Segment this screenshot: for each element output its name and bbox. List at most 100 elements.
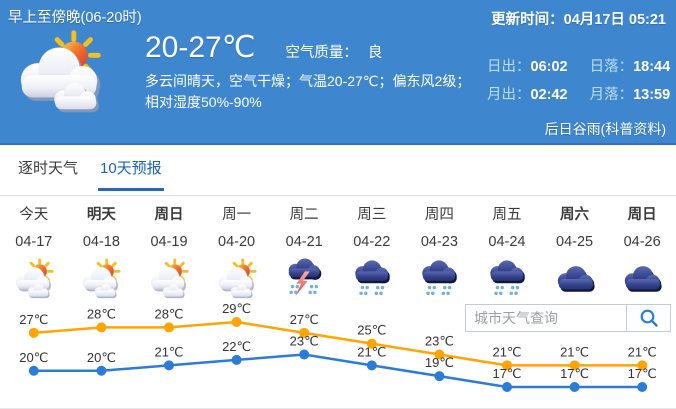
forecast-day-column[interactable]: 周四 04-23 <box>406 203 474 305</box>
low-temp-label: 20℃ <box>19 350 48 365</box>
high-temp-label: 21℃ <box>628 344 657 359</box>
forecast-day-column[interactable]: 周三 04-22 <box>338 203 406 305</box>
low-temp-label: 17℃ <box>560 366 589 381</box>
day-name: 周五 <box>492 207 522 223</box>
high-temp-point <box>366 338 377 349</box>
air-quality-value: 良 <box>367 45 383 61</box>
high-temp-label: 27℃ <box>290 312 319 327</box>
day-name: 周四 <box>424 207 454 223</box>
day-date: 04-20 <box>218 234 256 250</box>
low-temp-point <box>28 365 39 376</box>
solar-term-link[interactable]: 后日谷雨(科普资料) <box>544 121 666 137</box>
day-name: 周二 <box>289 207 319 223</box>
moonrise-time: 月出：02:42 <box>487 83 568 104</box>
weather-description-line1: 多云间晴天，空气干燥；气温20-27℃；偏东风2级； <box>145 73 471 89</box>
forecast-day-column[interactable]: 今天 04-17 <box>0 203 68 305</box>
low-temp-point <box>366 360 377 371</box>
high-temp-label: 21℃ <box>492 344 521 359</box>
moonrise-label: 月出： <box>487 87 531 103</box>
forecast-day-column[interactable]: 周五 04-24 <box>473 203 541 305</box>
rain-icon <box>416 258 462 300</box>
moonrise-value: 02:42 <box>530 87 568 103</box>
day-name: 今天 <box>19 207 49 223</box>
cloudy-icon <box>552 258 598 300</box>
temp-range: 20-27℃ <box>145 31 256 64</box>
low-temp-point <box>96 365 107 376</box>
day-date: 04-21 <box>285 234 323 250</box>
thunderstorm-icon <box>281 258 327 300</box>
moonset-value: 13:59 <box>633 87 671 103</box>
low-temp-label: 22℃ <box>222 339 251 354</box>
search-button[interactable] <box>626 304 671 332</box>
sunrise-label: 日出： <box>487 59 531 75</box>
weather-description-line2: 相对湿度50%-90% <box>145 94 262 110</box>
high-temp-point <box>569 360 580 371</box>
forecast-day-column[interactable]: 周六 04-25 <box>541 203 609 305</box>
high-temp-point <box>164 322 174 333</box>
low-temp-line <box>33 353 643 389</box>
forecast-days: 今天 04-17 明天 04-18 周日 04-19 周一 04-20 周二 0… <box>0 203 676 305</box>
weather-description: 多云间晴天，空气干燥；气温20-27℃；偏东风2级； 相对湿度50%-90% <box>145 71 490 113</box>
moonset-time: 月落：13:59 <box>590 83 671 104</box>
day-name: 明天 <box>86 207 116 223</box>
low-temp-label: 21℃ <box>154 344 183 359</box>
high-temp-point <box>96 322 107 333</box>
city-search <box>465 304 671 332</box>
tab-ten-day-forecast[interactable]: 10天预报 <box>98 158 164 191</box>
partly-cloudy-icon <box>78 258 124 300</box>
tab-hourly-weather[interactable]: 逐时天气 <box>18 160 79 177</box>
temperature-summary: 20-27℃ 空气质量： 良 <box>145 30 382 65</box>
high-temp-point <box>637 360 648 371</box>
temperature-chart: 27℃ 28℃ 28℃ 29℃ 27℃ 25℃ 23℃ 21℃ 21℃ 21℃ 20℃ 20℃ 21℃ 2… <box>19 303 657 392</box>
rain-icon <box>484 258 530 300</box>
day-name: 周三 <box>357 207 387 223</box>
tab-bar: 逐时天气 10天预报 <box>0 145 676 332</box>
high-temp-label: 29℃ <box>222 303 251 316</box>
partly-cloudy-icon <box>11 258 57 300</box>
search-icon <box>640 309 658 327</box>
high-temp-point <box>299 327 310 338</box>
low-temp-label: 19℃ <box>425 355 454 370</box>
forecast-day-column[interactable]: 周一 04-20 <box>203 203 271 305</box>
sunset-value: 18:44 <box>633 59 671 75</box>
low-temp-point <box>569 382 580 392</box>
forecast-day-column[interactable]: 周日 04-26 <box>608 203 676 305</box>
forecast-day-column[interactable]: 周日 04-19 <box>135 203 203 305</box>
high-temp-label: 21℃ <box>560 344 589 359</box>
high-temp-label: 28℃ <box>87 306 116 321</box>
update-time: 更新时间：04月17日 05:21 <box>491 8 666 29</box>
sunrise-value: 06:02 <box>530 59 568 75</box>
update-time-label: 更新时间： <box>491 12 564 28</box>
day-date: 04-25 <box>556 234 594 250</box>
low-temp-label: 23℃ <box>290 334 319 349</box>
high-temp-point <box>434 349 445 360</box>
low-temp-point <box>299 349 310 360</box>
partly-cloudy-icon <box>20 30 101 113</box>
low-temp-point <box>434 371 445 382</box>
day-date: 04-18 <box>82 234 120 250</box>
partly-cloudy-icon <box>146 258 192 300</box>
high-temp-label: 27℃ <box>19 312 48 327</box>
high-temp-label: 28℃ <box>154 306 183 321</box>
cloudy-icon <box>619 258 665 300</box>
rain-icon <box>349 258 395 300</box>
current-weather-banner: 早上至傍晚(06-20时) 更新时间：04月17日 05:21 <box>0 0 676 145</box>
day-date: 04-23 <box>420 234 458 250</box>
day-name: 周六 <box>560 207 590 223</box>
period-title: 早上至傍晚(06-20时) <box>8 10 142 26</box>
search-input[interactable] <box>465 304 626 332</box>
low-temp-point <box>637 382 648 392</box>
low-temp-point <box>502 382 512 392</box>
forecast-day-column[interactable]: 周二 04-21 <box>270 203 338 305</box>
low-temp-label: 17℃ <box>628 366 657 381</box>
high-temp-label: 23℃ <box>425 334 454 349</box>
low-temp-label: 21℃ <box>357 344 386 359</box>
partly-cloudy-icon <box>214 258 260 300</box>
forecast-day-column[interactable]: 明天 04-18 <box>68 203 136 305</box>
low-temp-point <box>164 360 174 371</box>
low-temp-label: 17℃ <box>492 366 521 381</box>
low-temp-label: 20℃ <box>87 350 116 365</box>
day-name: 周日 <box>154 207 184 223</box>
day-name: 周一 <box>222 207 252 223</box>
